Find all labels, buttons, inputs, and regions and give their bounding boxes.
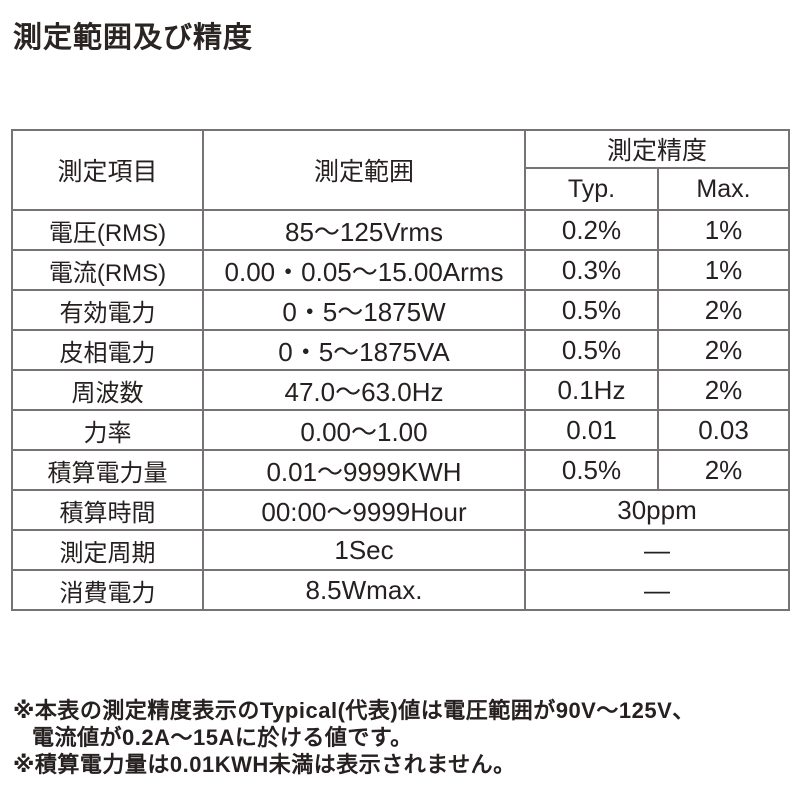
range-cell: 00:00〜9999Hour [202, 489, 526, 531]
column-header-max: Max. [656, 167, 791, 211]
range-cell: 85〜125Vrms [202, 209, 526, 251]
max-cell: 1% [656, 249, 791, 291]
typ-cell: 0.5% [524, 449, 659, 491]
typ-cell: 0.1Hz [524, 369, 659, 411]
max-cell: 2% [656, 289, 791, 331]
column-header-item: 測定項目 [11, 129, 204, 211]
item-cell: 電流(RMS) [11, 249, 204, 291]
header-row-top: 測定項目 測定範囲 測定精度 [11, 129, 791, 211]
range-cell: 0・5〜1875W [202, 289, 526, 331]
range-cell: 0.00・0.05〜15.00Arms [202, 249, 526, 291]
table-row-frequency: 周波数 47.0〜63.0Hz 0.1Hz 2% [11, 369, 791, 411]
typ-cell: 0.5% [524, 289, 659, 331]
range-cell: 47.0〜63.0Hz [202, 369, 526, 411]
table-row-integrated-energy: 積算電力量 0.01〜9999KWH 0.5% 2% [11, 449, 791, 491]
table-row-power-factor: 力率 0.00〜1.00 0.01 0.03 [11, 409, 791, 451]
item-cell: 電圧(RMS) [11, 209, 204, 251]
item-cell: 力率 [11, 409, 204, 451]
typ-cell: 0.2% [524, 209, 659, 251]
max-cell: 2% [656, 449, 791, 491]
accuracy-cell: — [523, 569, 791, 611]
table-row-measurement-cycle: 測定周期 1Sec — [11, 529, 791, 571]
table-row-integrated-time: 積算時間 00:00〜9999Hour 30ppm [11, 489, 791, 531]
range-cell: 1Sec [202, 529, 526, 571]
range-cell: 0.01〜9999KWH [202, 449, 526, 491]
accuracy-cell: 30ppm [523, 489, 791, 531]
max-cell: 2% [656, 369, 791, 411]
range-cell: 8.5Wmax. [202, 569, 526, 611]
footnote-line: ※積算電力量は0.01KWH未満は表示されません。 [13, 752, 516, 777]
item-cell: 測定周期 [11, 529, 204, 571]
item-cell: 積算時間 [11, 489, 204, 531]
typ-cell: 0.5% [524, 329, 659, 371]
range-cell: 0.00〜1.00 [202, 409, 526, 451]
range-cell: 0・5〜1875VA [202, 329, 526, 371]
item-cell: 皮相電力 [11, 329, 204, 371]
table-row-active-power: 有効電力 0・5〜1875W 0.5% 2% [11, 289, 791, 331]
table-row-voltage: 電圧(RMS) 85〜125Vrms 0.2% 1% [11, 209, 791, 251]
max-cell: 0.03 [656, 409, 791, 451]
footnote-line: 電流値が0.2A〜15Aに於ける値です。 [32, 725, 413, 750]
measurement-spec-table: 測定項目 測定範囲 測定精度 Typ. Max. 電圧(RMS) 85〜125V… [11, 129, 791, 611]
item-cell: 消費電力 [11, 569, 204, 611]
table-row-current: 電流(RMS) 0.00・0.05〜15.00Arms 0.3% 1% [11, 249, 791, 291]
footnotes: ※本表の測定精度表示のTypical(代表)値は電圧範囲が90V〜125V、 電… [13, 697, 695, 778]
item-cell: 有効電力 [11, 289, 204, 331]
column-header-range: 測定範囲 [202, 129, 526, 211]
max-cell: 1% [656, 209, 791, 251]
page-title: 測定範囲及び精度 [13, 22, 254, 54]
item-cell: 周波数 [11, 369, 204, 411]
table-row-apparent-power: 皮相電力 0・5〜1875VA 0.5% 2% [11, 329, 791, 371]
column-header-accuracy: 測定精度 [523, 129, 791, 169]
item-cell: 積算電力量 [11, 449, 204, 491]
footnote-line: ※本表の測定精度表示のTypical(代表)値は電圧範囲が90V〜125V、 [13, 698, 695, 723]
header-row-sub: Typ. Max. [12, 167, 791, 211]
table-row-power-consumption: 消費電力 8.5Wmax. — [11, 569, 791, 611]
typ-cell: 0.01 [524, 409, 659, 451]
typ-cell: 0.3% [524, 249, 659, 291]
column-header-typ: Typ. [524, 167, 659, 211]
max-cell: 2% [656, 329, 791, 371]
accuracy-cell: — [523, 529, 791, 571]
